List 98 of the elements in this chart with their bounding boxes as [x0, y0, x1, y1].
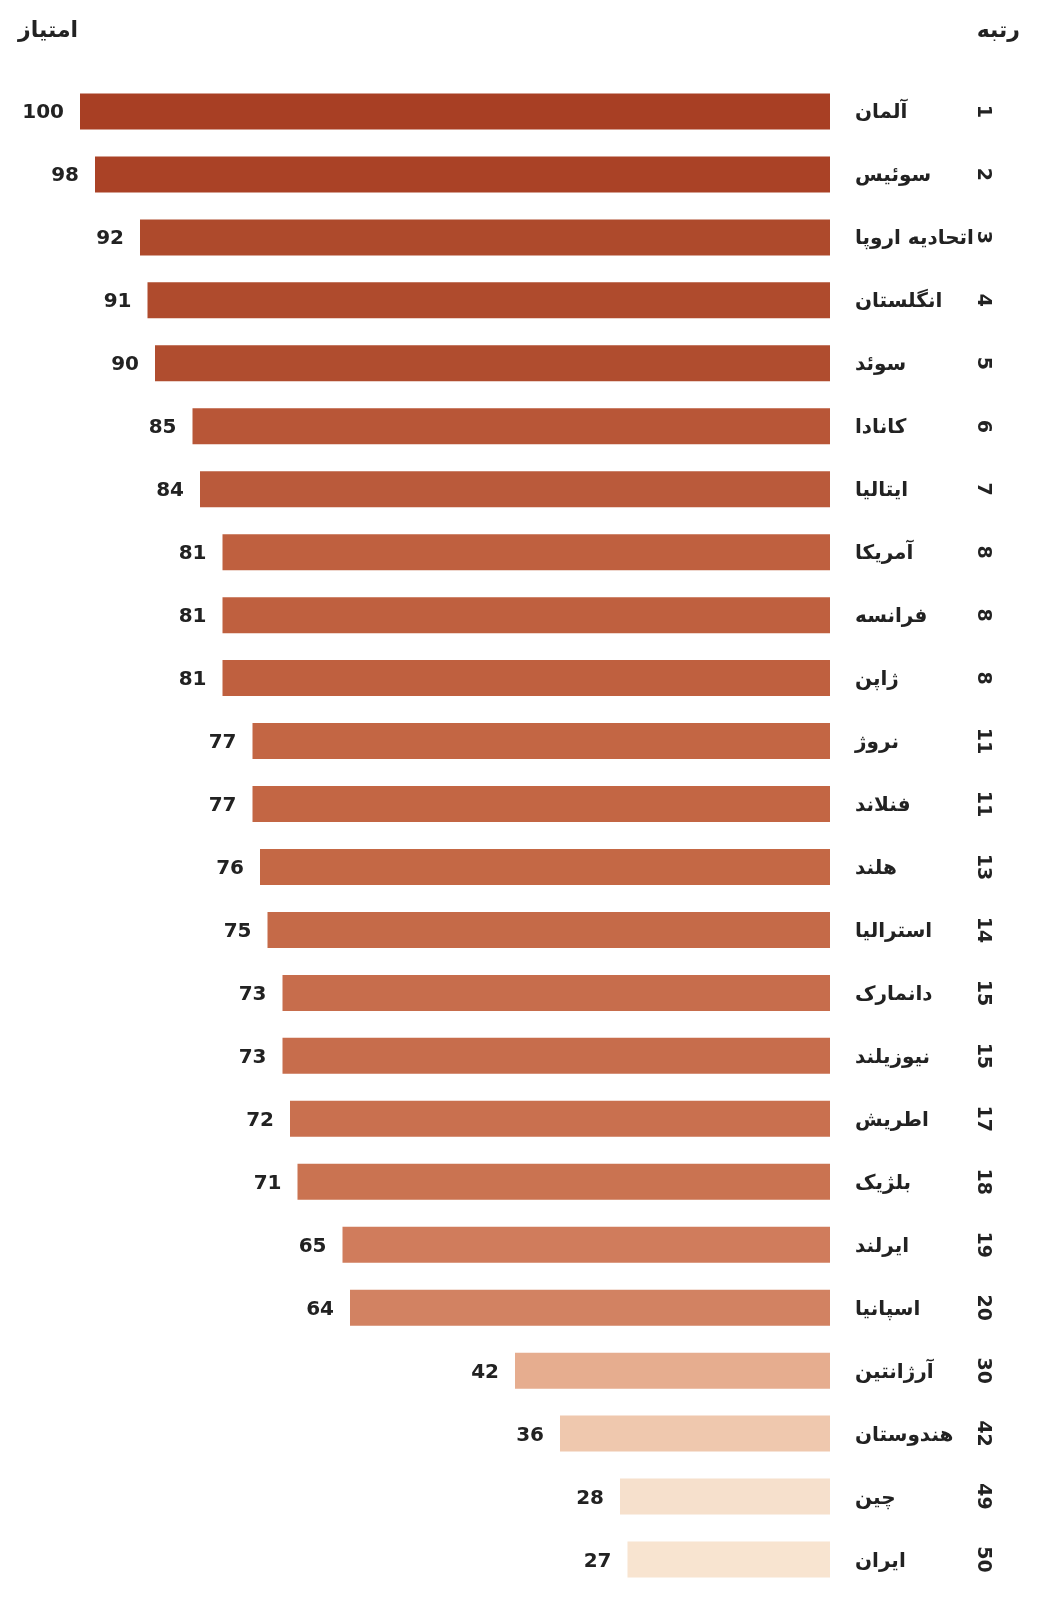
- y-tick-label: دانمارک: [855, 980, 933, 1005]
- bar: [342, 1226, 830, 1263]
- y-tick-label: هندوستان: [855, 1421, 954, 1446]
- bar: [282, 1037, 830, 1074]
- data-label: 71: [253, 1169, 282, 1194]
- data-label: 77: [208, 729, 237, 754]
- y-tick-label: استرالیا: [855, 917, 933, 942]
- bar: [222, 660, 830, 697]
- y2-tick-label: 3: [973, 230, 996, 245]
- bar: [267, 911, 830, 948]
- y-tick-label: سوئیس: [855, 162, 932, 187]
- data-label: 81: [178, 603, 207, 628]
- y2-tick-label: 2: [973, 167, 996, 182]
- y-tick-label: بلژیک: [855, 1169, 912, 1194]
- bar: [350, 1289, 830, 1326]
- y-tick-label: کانادا: [855, 414, 907, 439]
- y2-tick-label: 8: [973, 545, 996, 559]
- data-label: 36: [516, 1421, 544, 1446]
- y2-tick-label: 11: [973, 727, 996, 755]
- y2-tick-label: 1: [973, 104, 996, 119]
- data-label: 42: [471, 1358, 499, 1383]
- data-label: 92: [96, 225, 124, 250]
- y2-tick-label: 19: [973, 1231, 996, 1258]
- data-label: 84: [156, 477, 184, 502]
- bar: [260, 848, 830, 885]
- data-label: 81: [178, 666, 207, 691]
- data-label: 73: [238, 980, 267, 1005]
- bar: [282, 974, 830, 1011]
- y-tick-label: اطریش: [855, 1106, 929, 1131]
- bar: [560, 1415, 830, 1452]
- bar: [140, 219, 830, 256]
- bar: [252, 786, 830, 823]
- y2-tick-label: 4: [973, 293, 996, 307]
- y-tick-label: اسپانیا: [855, 1295, 921, 1321]
- bar: [192, 408, 830, 445]
- y2-tick-label: 8: [973, 671, 996, 685]
- y-tick-label: آرژانتین: [855, 1357, 935, 1383]
- y2-tick-label: 8: [973, 608, 996, 622]
- bar: [515, 1352, 830, 1389]
- y2-tick-label: 18: [973, 1168, 996, 1195]
- bar: [620, 1478, 830, 1515]
- data-label: 75: [223, 917, 252, 942]
- bar: [222, 597, 830, 634]
- data-label: 85: [148, 414, 177, 439]
- data-label: 65: [298, 1232, 327, 1257]
- y-axis-title: رتبه: [976, 16, 1020, 42]
- y-tick-label: آلمان: [855, 98, 909, 124]
- bar: [290, 1100, 830, 1137]
- y-tick-label: انگلستان: [855, 288, 943, 313]
- y-tick-label: نروژ: [854, 729, 899, 754]
- y-tick-label: فرانسه: [855, 603, 928, 628]
- data-label: 98: [51, 162, 79, 187]
- y2-tick-label: 11: [973, 790, 996, 818]
- y-tick-label: فنلاند: [855, 792, 911, 817]
- bar: [252, 723, 830, 760]
- bar: [95, 156, 830, 193]
- y-tick-label: ایرلند: [855, 1232, 910, 1257]
- y2-tick-label: 15: [973, 1042, 996, 1070]
- data-label: 27: [583, 1547, 612, 1572]
- y2-tick-label: 30: [973, 1357, 996, 1384]
- y2-tick-label: 17: [973, 1105, 996, 1133]
- x-axis-title: امتیاز: [17, 16, 79, 42]
- data-label: 91: [103, 288, 132, 313]
- y2-tick-label: 5: [973, 356, 996, 370]
- y-tick-label: هلند: [855, 854, 897, 879]
- data-label: 90: [111, 351, 139, 376]
- data-label: 64: [306, 1295, 334, 1320]
- y-tick-label: چین: [855, 1484, 896, 1510]
- bar: [627, 1541, 830, 1578]
- bar: [297, 1163, 830, 1200]
- y-tick-label: نیوزیلند: [855, 1043, 931, 1068]
- y2-tick-label: 15: [973, 979, 996, 1007]
- y-tick-label: ایران: [855, 1547, 906, 1572]
- data-label: 77: [208, 792, 237, 817]
- data-label: 72: [246, 1106, 274, 1131]
- y2-tick-label: 42: [973, 1420, 996, 1447]
- y2-tick-label: 13: [973, 853, 996, 881]
- data-label: 28: [576, 1484, 604, 1509]
- y2-tick-label: 49: [973, 1483, 996, 1510]
- y-tick-label: ژاپن: [855, 666, 899, 692]
- y2-tick-label: 14: [973, 916, 996, 944]
- y2-tick-label: 20: [973, 1294, 996, 1321]
- y-tick-label: اتحادیه اروپا: [855, 225, 974, 251]
- bar: [222, 534, 830, 571]
- data-label: 73: [238, 1043, 267, 1068]
- bar: [147, 282, 830, 319]
- data-label: 100: [22, 99, 64, 124]
- bar: [80, 93, 830, 130]
- data-label: 81: [178, 540, 207, 565]
- y-tick-label: آمریکا: [855, 539, 915, 565]
- y2-tick-label: 6: [973, 419, 996, 433]
- y-tick-label: ایتالیا: [855, 477, 909, 502]
- bar: [155, 345, 830, 382]
- data-label: 76: [216, 854, 244, 879]
- bar: [200, 471, 830, 508]
- y-tick-label: سوئد: [855, 351, 907, 376]
- y2-tick-label: 50: [973, 1546, 996, 1573]
- y2-tick-label: 7: [973, 482, 996, 496]
